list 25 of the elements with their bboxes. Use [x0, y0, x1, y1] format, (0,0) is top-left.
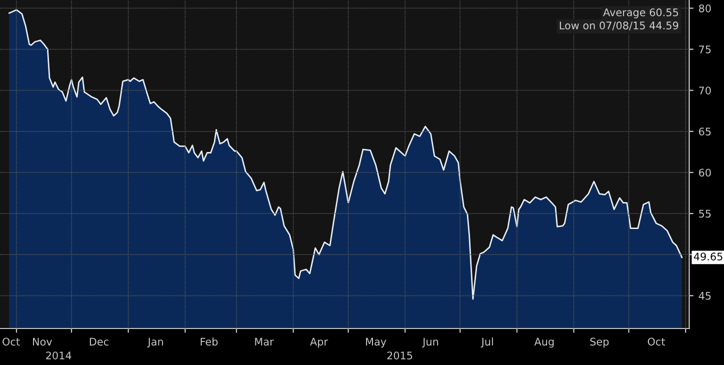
- x-tick-label: Oct: [648, 338, 666, 346]
- y-tick-label: 80: [698, 4, 711, 12]
- text: 2015: [387, 352, 412, 360]
- y-tick-label: 55: [699, 210, 711, 218]
- y-tick-label: 75: [699, 46, 711, 54]
- x-tick-label: Jul: [480, 338, 493, 348]
- x-tick-label: May: [366, 338, 386, 348]
- x-tick-label: Aug: [534, 338, 554, 348]
- x-tick-label: Dec: [90, 338, 108, 346]
- x-tick-label: Mar: [255, 338, 274, 346]
- x-tick-label: Feb: [200, 338, 218, 346]
- y-tick-label: 70: [699, 86, 711, 94]
- x-tick-label: Apr: [310, 338, 328, 348]
- y-tick-label: 45: [698, 292, 711, 300]
- text: 2014: [46, 352, 72, 360]
- annotation: 49.65: [694, 252, 722, 260]
- x-tick-label: Jan: [147, 338, 163, 348]
- x-tick-label: Jun: [422, 338, 438, 348]
- x-tick-label: Oct: [2, 338, 20, 346]
- y-tick-label: 65: [699, 128, 711, 136]
- annotation: Average 60.55: [603, 8, 678, 18]
- x-tick-label: Nov: [33, 338, 52, 346]
- annotation: Low on 07/08/15 44.59: [560, 22, 678, 30]
- y-tick-label: 60: [699, 168, 711, 177]
- x-tick-label: Sep: [590, 338, 609, 348]
